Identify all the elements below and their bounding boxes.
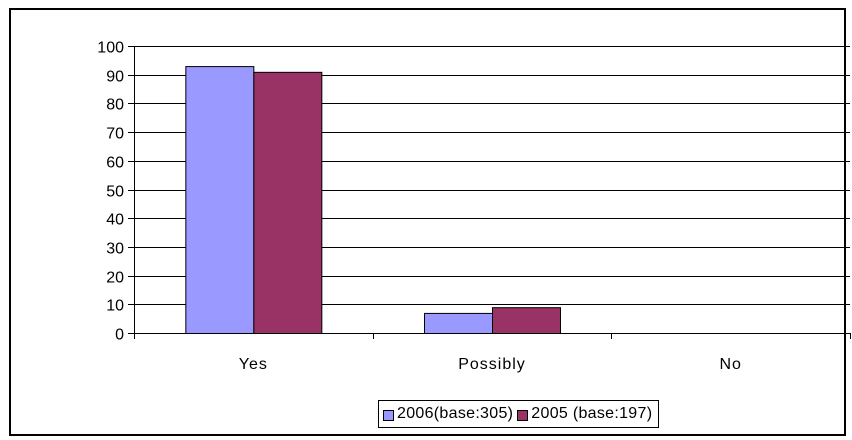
chart-frame <box>9 8 846 436</box>
legend-swatch-series-2 <box>517 410 529 421</box>
axes <box>128 46 851 339</box>
y-tick-label-0: 0 <box>115 327 124 344</box>
y-tick-labels: 0 10 20 30 40 50 60 70 80 90 100 <box>97 40 124 344</box>
x-category-label-yes: Yes <box>239 356 268 373</box>
y-tick-label-60: 60 <box>106 155 124 172</box>
y-tick-label-50: 50 <box>106 184 124 201</box>
y-tick-label-20: 20 <box>106 270 124 287</box>
y-tick-label-70: 70 <box>106 126 124 143</box>
x-category-label-no: No <box>719 356 741 373</box>
y-tick-label-30: 30 <box>106 241 124 258</box>
x-category-label-possibly: Possibly <box>458 356 526 373</box>
bar-yes-series-1 <box>185 66 255 334</box>
bar-possibly-series-1 <box>424 312 493 335</box>
y-tick-label-80: 80 <box>106 97 124 114</box>
bar-possibly-series-2 <box>492 307 561 335</box>
y-tick-label-90: 90 <box>106 69 124 86</box>
legend: 2006(base:305) 2005 (base:197) <box>378 400 660 428</box>
legend-label-series-1: 2006(base:305) <box>397 405 514 422</box>
legend-label-series-2: 2005 (base:197) <box>531 405 653 422</box>
legend-item-series-2: 2005 (base:197) <box>517 405 652 423</box>
legend-swatch-series-1 <box>383 410 394 421</box>
x-category-labels: Yes Possibly No <box>239 356 741 373</box>
y-tick-label-40: 40 <box>106 212 124 229</box>
legend-item-series-1: 2006(base:305) <box>383 405 513 423</box>
bar-yes-series-2 <box>253 71 323 335</box>
y-tick-label-10: 10 <box>106 298 124 315</box>
y-tick-label-100: 100 <box>97 40 124 57</box>
bars <box>185 66 561 335</box>
